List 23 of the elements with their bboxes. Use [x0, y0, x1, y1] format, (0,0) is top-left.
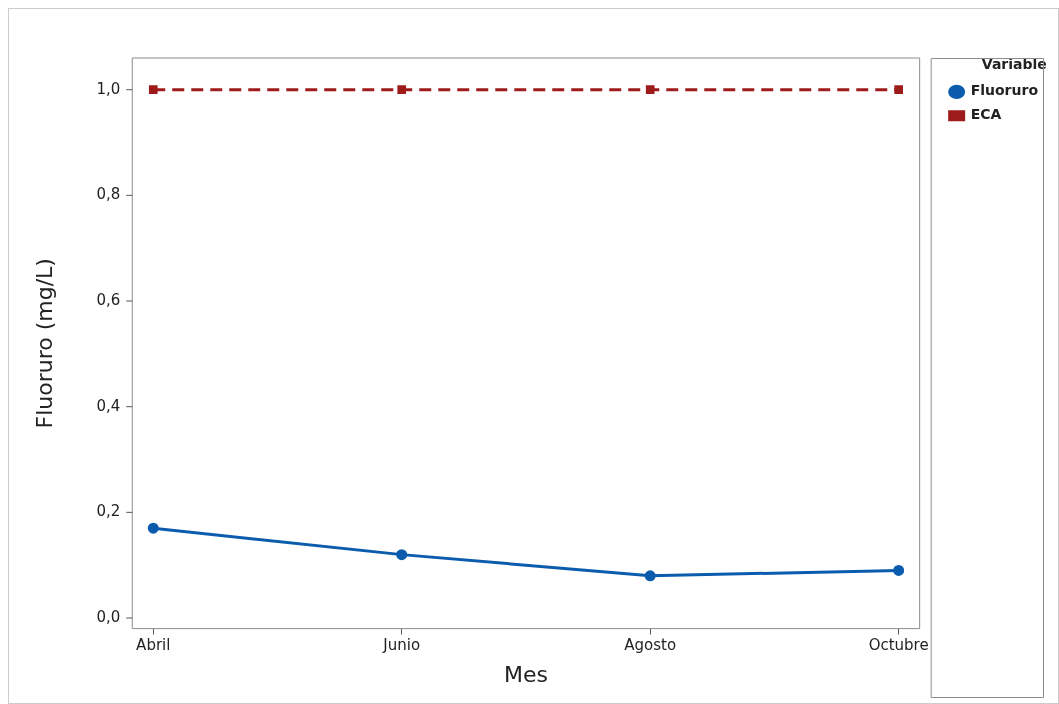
y-tick-label: 0,4: [96, 396, 121, 415]
y-tick-label: 0,0: [96, 607, 121, 626]
y-axis-title: Fluoruro (mg/L): [31, 258, 57, 429]
legend-label: ECA: [970, 106, 1002, 123]
point: [148, 85, 158, 95]
y-tick-label: 0,2: [96, 502, 121, 521]
point: [894, 85, 903, 95]
point: [396, 549, 408, 561]
point: [645, 85, 655, 95]
x-tick-label: Junio: [382, 636, 421, 655]
point: [397, 85, 407, 95]
legend-title: Variable: [981, 55, 1047, 72]
x-tick-label: Octubre: [868, 636, 929, 655]
x-tick-label: Abril: [136, 636, 171, 655]
y-tick-label: 0,8: [96, 185, 121, 204]
point: [147, 522, 159, 534]
y-tick-label: 1,0: [96, 79, 121, 98]
x-axis-title: Mes: [503, 661, 548, 687]
y-tick-label: 0,6: [96, 290, 121, 309]
point: [893, 564, 905, 576]
legend-label: Fluoruro: [970, 82, 1039, 99]
point: [644, 570, 656, 582]
x-tick-label: Agosto: [624, 636, 677, 655]
